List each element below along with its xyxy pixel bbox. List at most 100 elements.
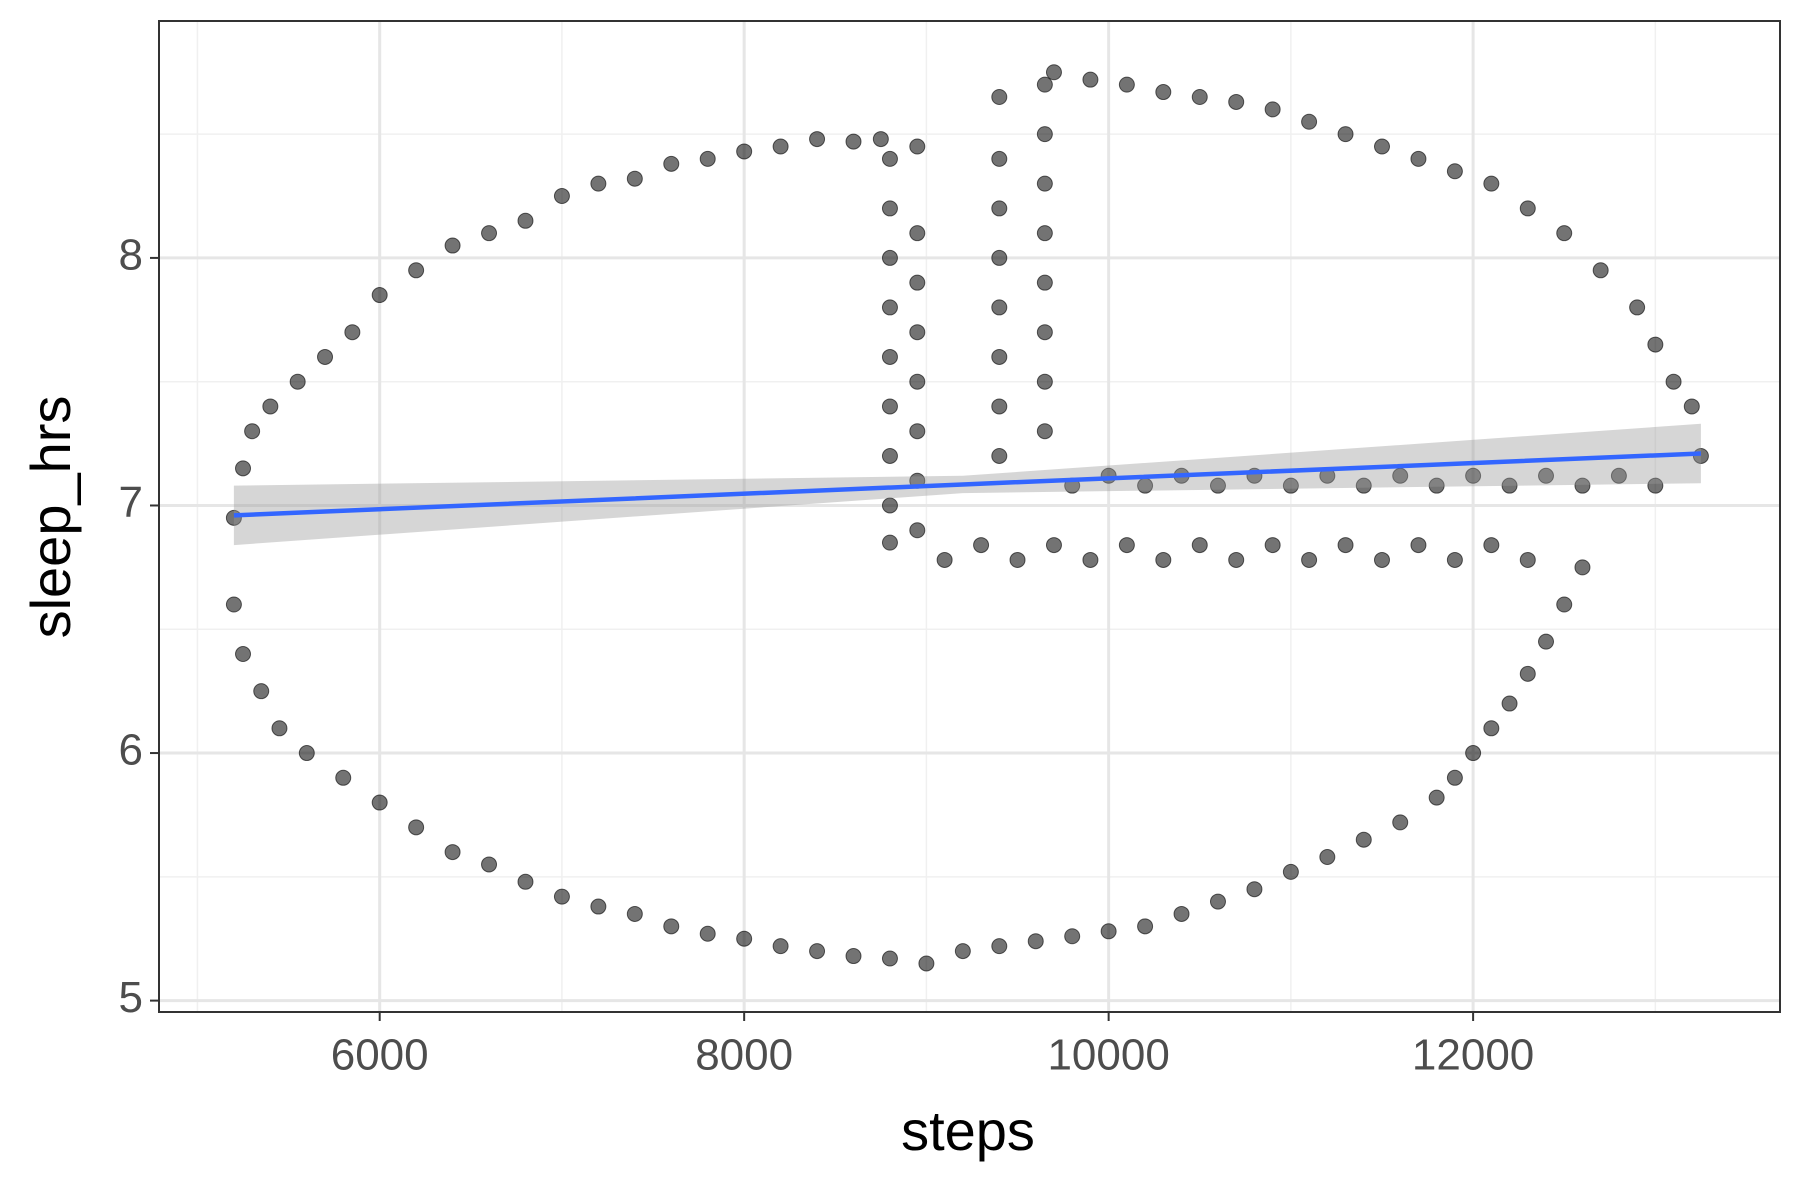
point — [1446, 769, 1463, 786]
point — [699, 925, 716, 942]
point — [517, 212, 534, 229]
point — [1045, 64, 1062, 81]
x-tick-label: 8000 — [695, 1031, 793, 1080]
point — [991, 938, 1008, 955]
point — [1556, 225, 1573, 242]
point — [845, 948, 862, 965]
point — [1264, 101, 1281, 118]
point — [991, 348, 1008, 365]
y-tick-label: 7 — [119, 478, 143, 527]
point — [1036, 324, 1053, 341]
point — [590, 898, 607, 915]
point — [1483, 537, 1500, 554]
x-tick-label: 10000 — [1047, 1031, 1169, 1080]
point — [1009, 551, 1026, 568]
point — [881, 348, 898, 365]
point — [881, 950, 898, 967]
point — [991, 299, 1008, 316]
point — [1574, 559, 1591, 576]
point — [408, 819, 425, 836]
point — [909, 373, 926, 390]
point — [1082, 551, 1099, 568]
point — [1355, 831, 1372, 848]
trend-line — [233, 451, 1702, 518]
point — [1191, 89, 1208, 106]
y-tick-label: 6 — [119, 726, 143, 775]
point — [1036, 225, 1053, 242]
point — [481, 856, 498, 873]
point — [881, 497, 898, 514]
point — [444, 237, 461, 254]
point — [225, 596, 242, 613]
y-axis-title: sleep_hrs — [19, 396, 82, 639]
point — [909, 225, 926, 242]
point — [772, 138, 789, 155]
point — [235, 646, 252, 663]
x-tick-label: 12000 — [1412, 1031, 1534, 1080]
point — [371, 287, 388, 304]
point — [909, 423, 926, 440]
point — [1574, 477, 1591, 494]
point — [590, 175, 607, 192]
point — [909, 522, 926, 539]
point — [553, 888, 570, 905]
point — [991, 249, 1008, 266]
point — [881, 447, 898, 464]
point — [317, 348, 334, 365]
point — [1155, 84, 1172, 101]
point — [253, 683, 270, 700]
point — [881, 534, 898, 551]
point — [881, 249, 898, 266]
point — [1137, 918, 1154, 935]
point — [235, 460, 252, 477]
y-tick-label: 8 — [119, 231, 143, 280]
point — [1264, 537, 1281, 554]
point — [1501, 477, 1518, 494]
point — [1610, 467, 1627, 484]
point — [1100, 923, 1117, 940]
point — [244, 423, 261, 440]
point — [991, 398, 1008, 415]
point — [1647, 477, 1664, 494]
point — [845, 133, 862, 150]
point — [1282, 477, 1299, 494]
point — [1191, 537, 1208, 554]
point — [973, 537, 990, 554]
point — [1301, 551, 1318, 568]
point — [1373, 138, 1390, 155]
point — [936, 551, 953, 568]
point — [1519, 665, 1536, 682]
point — [1036, 76, 1053, 93]
point — [553, 188, 570, 205]
point — [1665, 373, 1682, 390]
point — [663, 918, 680, 935]
point — [736, 930, 753, 947]
point — [1483, 175, 1500, 192]
point — [663, 155, 680, 172]
point — [1428, 789, 1445, 806]
point — [1483, 720, 1500, 737]
point — [1082, 71, 1099, 88]
y-tick-label: 5 — [119, 973, 143, 1022]
point — [1228, 93, 1245, 110]
point — [1036, 373, 1053, 390]
panel-border — [158, 20, 1781, 1013]
point — [1501, 695, 1518, 712]
point — [1337, 537, 1354, 554]
point — [1410, 537, 1427, 554]
point — [444, 844, 461, 861]
point — [1519, 200, 1536, 217]
point — [991, 150, 1008, 167]
point — [991, 447, 1008, 464]
point — [1519, 551, 1536, 568]
point — [1355, 477, 1372, 494]
point — [881, 150, 898, 167]
point — [1118, 537, 1135, 554]
point — [1465, 745, 1482, 762]
x-axis-title: steps — [901, 1099, 1035, 1162]
point — [909, 138, 926, 155]
point — [1446, 163, 1463, 180]
panel-background — [159, 21, 1780, 1012]
